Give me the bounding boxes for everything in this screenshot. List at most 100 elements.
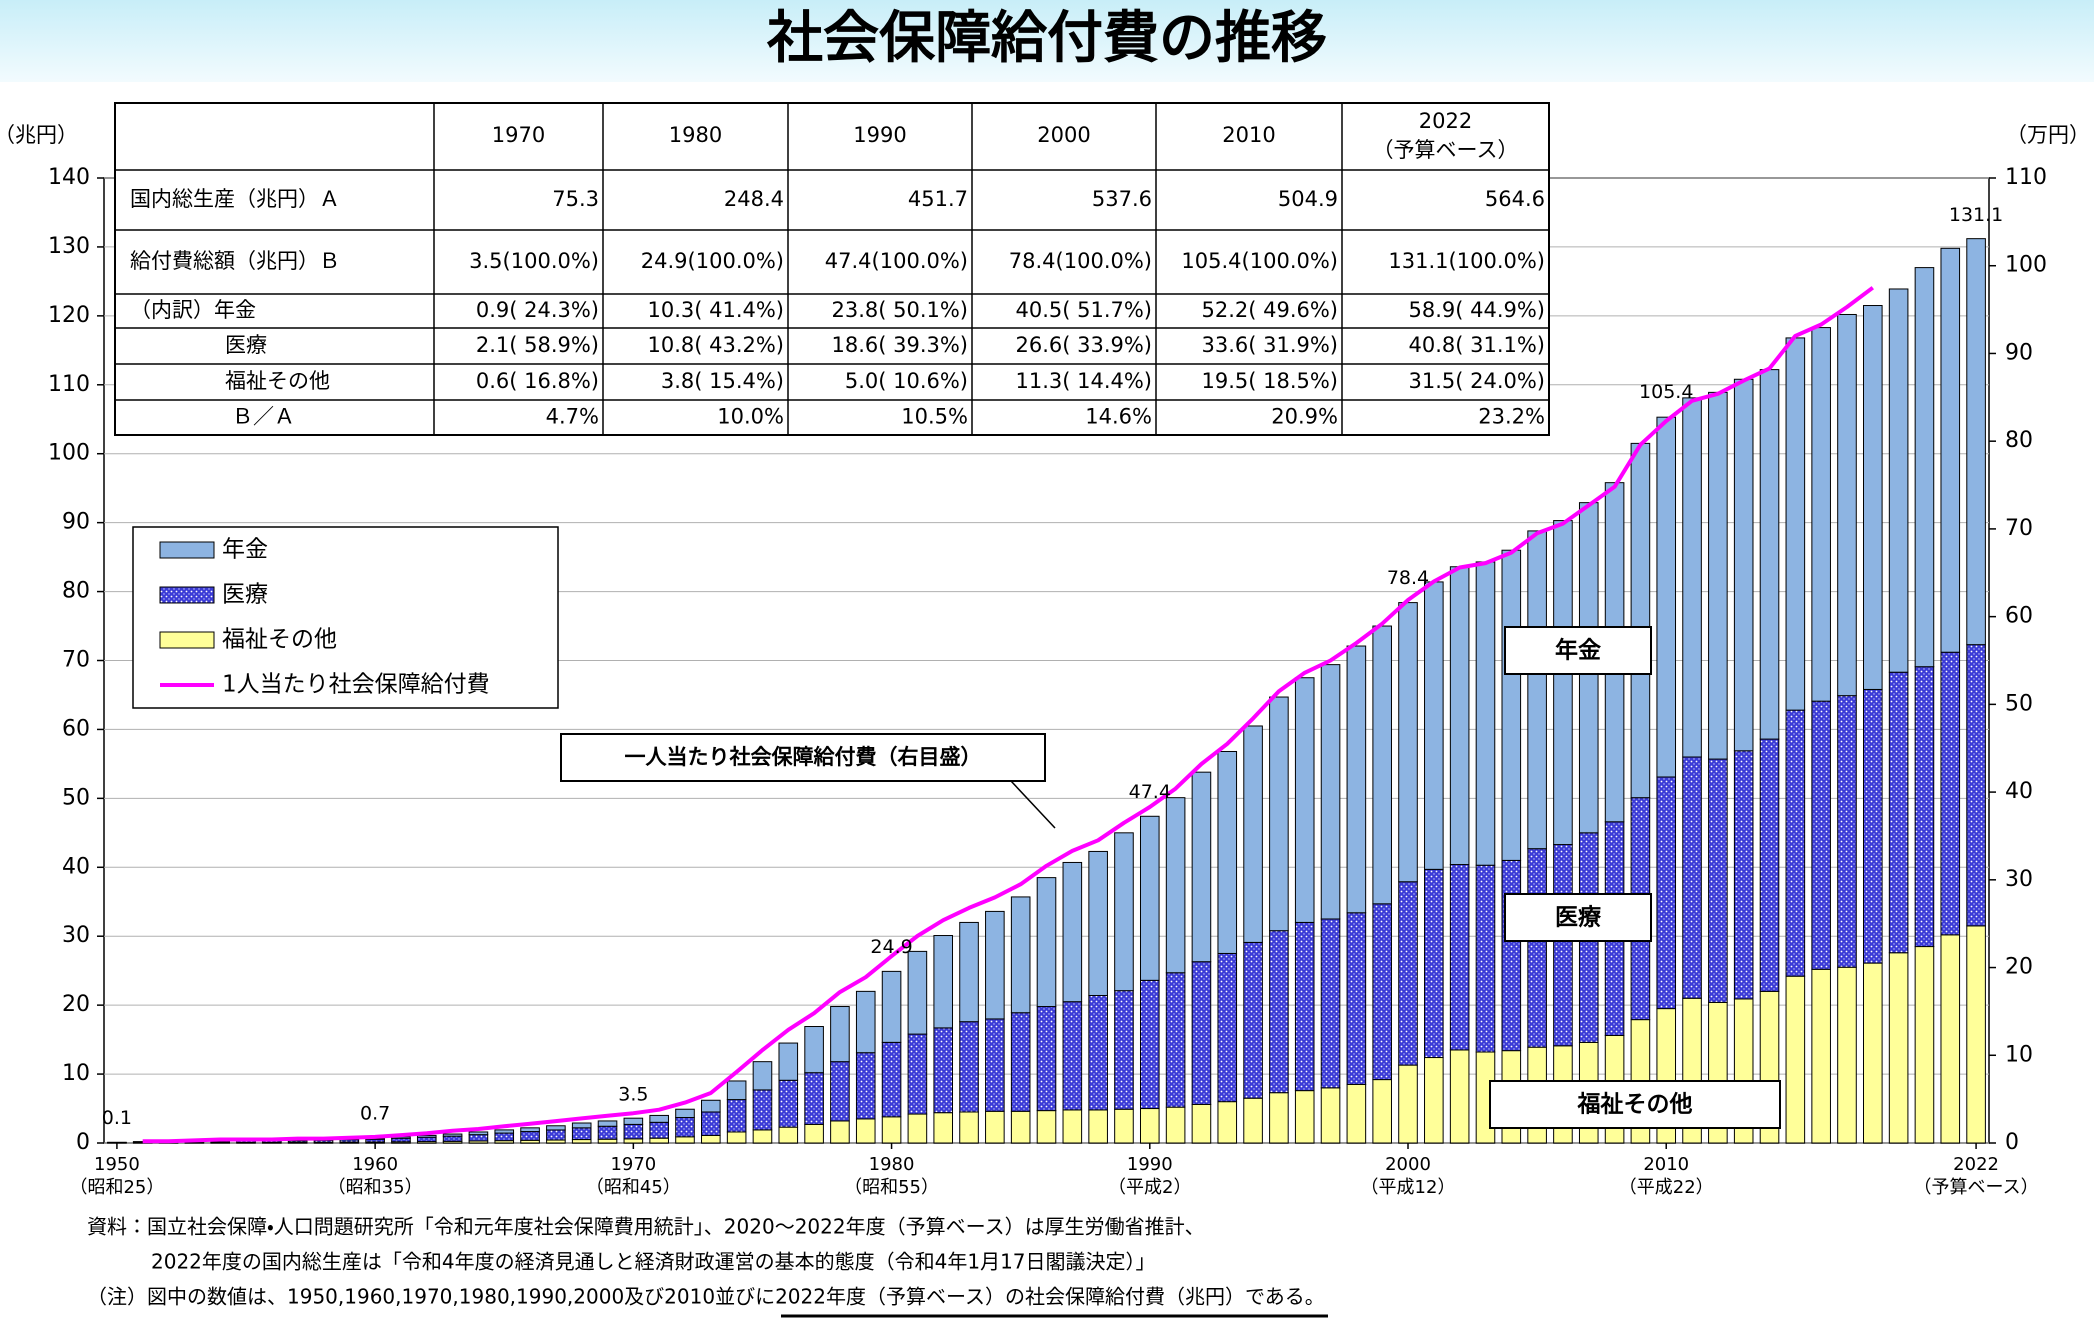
bar-segment [1088, 994, 1108, 1111]
table-cell: 504.9 [1278, 187, 1338, 211]
bar-segment [1191, 1103, 1212, 1144]
table-header-note: （予算ベース） [1373, 138, 1519, 162]
table-cell: 52.2( 49.6%) [1201, 298, 1338, 322]
bar-segment [1940, 247, 1961, 653]
bar-segment [571, 1139, 592, 1144]
bar-label: 47.4 [1129, 781, 1171, 803]
table-cell: 11.3( 14.4%) [1015, 369, 1152, 393]
table-row-label: 医療 [225, 333, 267, 357]
y2-tick-label: 60 [2005, 604, 2033, 629]
table-header: 2000 [1037, 123, 1090, 147]
table-cell: 10.0% [717, 405, 784, 429]
bar-segment [959, 1021, 979, 1113]
bar-segment [701, 1111, 721, 1136]
x-era-label: （平成2） [1108, 1177, 1191, 1198]
source-note: （注）図中の数値は、1950,1960,1970,1980,1990,2000及… [87, 1285, 1325, 1309]
bar-segment [959, 921, 979, 1023]
bar-segment [1837, 313, 1857, 697]
bar-segment [1914, 267, 1935, 668]
y2-unit: （万円） [2006, 123, 2090, 147]
bar-segment [855, 1052, 876, 1120]
bar-segment [881, 970, 902, 1043]
bar-segment [1914, 946, 1935, 1144]
table-row-label: 国内総生産（兆円）Ａ [130, 187, 340, 211]
bar-segment [701, 1134, 721, 1144]
bar-segment [1708, 758, 1728, 1003]
bar-segment [1010, 1110, 1031, 1144]
table-header: 1990 [853, 123, 906, 147]
bar-segment [1966, 644, 1986, 927]
bar-segment [649, 1137, 669, 1144]
bar-segment [442, 1135, 463, 1142]
bar-segment [1914, 666, 1935, 948]
segment-label-box [1504, 626, 1652, 675]
bar-segment [933, 1027, 954, 1114]
x-era-label: （昭和55） [844, 1177, 939, 1198]
bar-segment [1010, 1012, 1031, 1112]
x-tick-label: 1960 [352, 1154, 398, 1175]
table-cell: 105.4(100.0%) [1181, 249, 1338, 273]
bar-segment [1656, 776, 1677, 1010]
bar-segment [1888, 288, 1909, 673]
bar-segment [1217, 952, 1238, 1103]
y-tick-label: 50 [62, 785, 90, 810]
table-header: 1970 [492, 123, 545, 147]
bar-segment [1372, 903, 1392, 1081]
bar-segment [1294, 1090, 1315, 1144]
bar-segment [649, 1114, 669, 1123]
segment-label: 医療 [1555, 904, 1602, 931]
bar-segment [959, 1111, 979, 1144]
bar-segment [985, 910, 1005, 1020]
table-row-label: （内訳）年金 [130, 298, 256, 322]
bar-segment [1036, 877, 1057, 1008]
y-tick-label: 80 [62, 579, 90, 604]
bar-segment [1759, 369, 1780, 740]
table-cell: 0.6( 16.8%) [476, 369, 599, 393]
bar-segment [855, 990, 876, 1054]
bar-segment [752, 1129, 773, 1144]
segment-label: 福祉その他 [1577, 1092, 1693, 1118]
bar-segment [830, 1120, 850, 1144]
bar-segment [1088, 850, 1108, 996]
bar-segment [468, 1131, 489, 1136]
bar-label: 78.4 [1387, 567, 1429, 589]
bar-segment [520, 1127, 540, 1133]
bar-segment [933, 1112, 954, 1144]
bar-segment [1837, 966, 1857, 1144]
x-tick-label: 2022 [1953, 1154, 1999, 1175]
bar-segment [442, 1133, 463, 1137]
bar-segment [1940, 934, 1961, 1144]
bar-segment [1294, 677, 1315, 923]
bar-segment [597, 1125, 618, 1140]
bar-segment [1062, 861, 1083, 1003]
bar-segment [675, 1108, 695, 1118]
bar-segment [804, 1072, 824, 1125]
bar-segment [1863, 962, 1883, 1144]
bar-segment [391, 1137, 411, 1143]
bar-segment [1527, 530, 1547, 850]
bar-segment [1346, 912, 1367, 1085]
y2-tick-label: 70 [2005, 516, 2033, 541]
bar-segment [830, 1061, 850, 1122]
y-tick-label: 30 [62, 923, 90, 948]
bar-segment [1733, 750, 1754, 1000]
bar-segment [675, 1136, 695, 1144]
bar-segment [597, 1120, 618, 1127]
table-cell: 3.5(100.0%) [469, 249, 599, 273]
table-cell: 2.1( 58.9%) [476, 333, 599, 357]
bar-segment [907, 950, 928, 1035]
y-tick-label: 110 [48, 372, 90, 397]
bar-segment [1165, 972, 1186, 1108]
bar-segment [1398, 602, 1418, 883]
bar-segment [1346, 645, 1367, 914]
bar-segment [1863, 305, 1883, 690]
legend-swatch [159, 631, 215, 649]
bar-segment [1294, 921, 1315, 1092]
bar-segment [1811, 968, 1831, 1144]
table-cell: 10.8( 43.2%) [647, 333, 784, 357]
bar-segment [1243, 1097, 1263, 1144]
table-row-label: 福祉その他 [225, 369, 330, 393]
table-bg [114, 102, 1550, 436]
y-tick-label: 10 [62, 1061, 90, 1086]
